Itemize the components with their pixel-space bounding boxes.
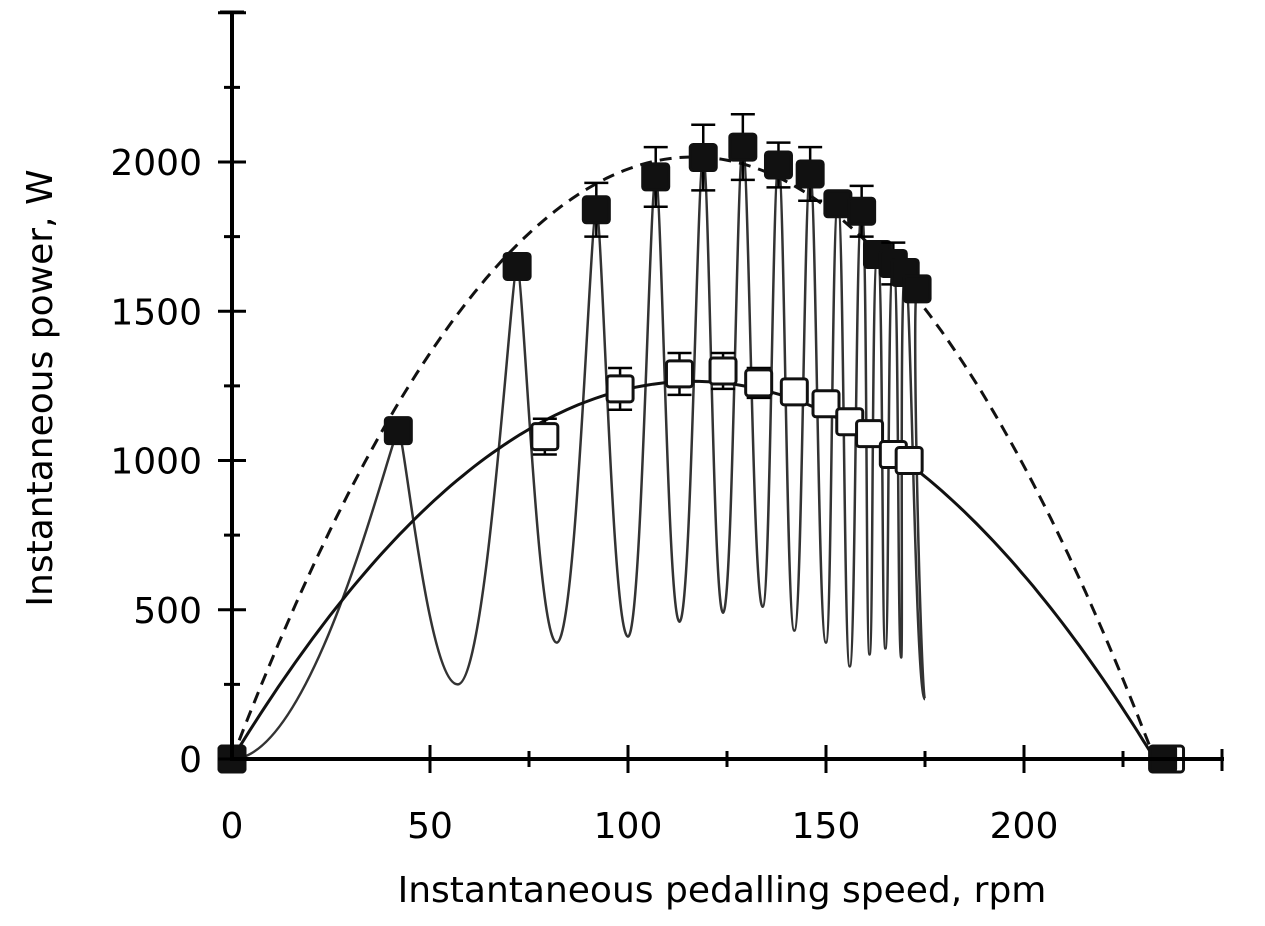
y-tick-label: 500 [133,591,202,632]
filled-square-marker [763,150,793,180]
oscillating-power-trace [231,145,927,761]
filled-square-marker [581,195,611,225]
x-tick-label: 100 [594,806,663,847]
filled-square-marker [823,189,853,219]
y-axis-title: Instantaneous power, W [20,169,61,606]
y-tick-label: 0 [179,740,202,781]
open-square-marker [708,356,738,386]
plot-traces [230,145,1157,761]
open-square-marker [894,446,924,475]
open-square-marker [779,377,809,407]
filled-square-marker [728,132,758,162]
filled-square-marker [795,159,825,189]
open-square-marker [530,422,560,452]
axes: 0 500 1000 1500 2000 0 50 100 150 200 [110,10,1224,847]
open-square-marker [811,389,841,419]
open-square-marker [744,368,774,398]
filled-square-marker [641,162,671,192]
filled-square-marker [383,416,413,446]
open-square-marker [664,359,694,389]
open-square-marker [855,419,885,449]
filled-square-marker [847,196,877,226]
plot-markers [217,112,1186,774]
filled-square-marker [688,143,718,173]
x-tick-label: 0 [221,806,244,847]
open-square-marker [605,374,635,404]
y-tick-label: 1000 [110,442,202,483]
x-tick-label: 200 [990,806,1059,847]
y-tick-label: 2000 [110,143,202,184]
filled-square-marker [902,274,932,304]
x-tick-label: 50 [407,806,453,847]
x-axis-title: Instantaneous pedalling speed, rpm [398,870,1047,911]
filled-square-marker [502,251,532,281]
fit-curve-solid [230,379,1156,760]
fit-curve-dashed [230,155,1157,760]
y-tick-label: 1500 [110,292,202,333]
x-tick-label: 150 [792,806,861,847]
